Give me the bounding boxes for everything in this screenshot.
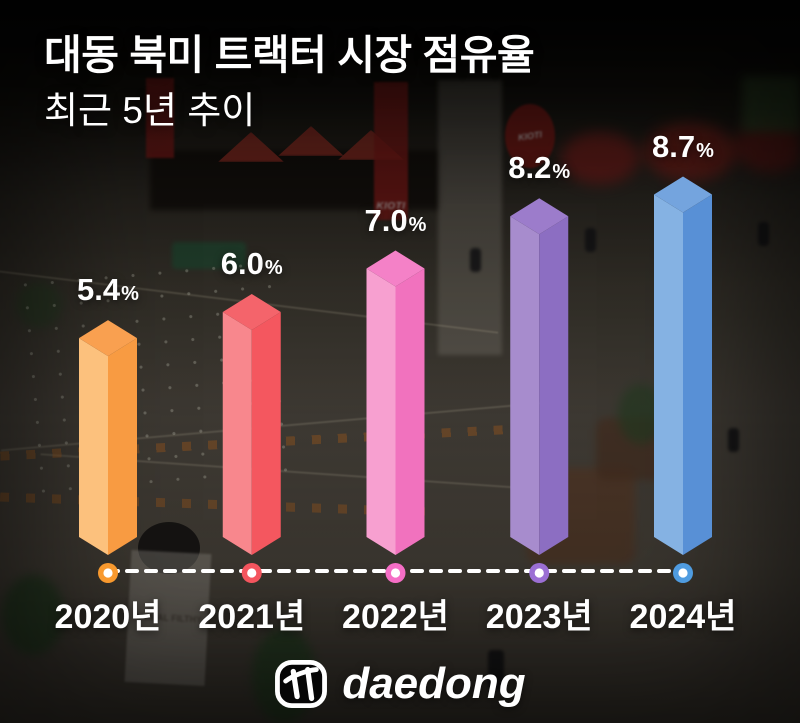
logo-wordmark: daedong	[342, 659, 526, 708]
page-subtitle: 최근 5년 추이	[44, 90, 256, 132]
category-label-2023년: 2023년	[485, 598, 593, 636]
value-label-2023년: 8.2%	[508, 150, 571, 186]
value-label-2024년: 8.7%	[652, 128, 714, 164]
category-label-2024년: 2024년	[629, 598, 737, 636]
value-label-2022년: 7.0%	[364, 202, 427, 238]
category-label-2020년: 2020년	[54, 598, 162, 636]
header: 대동 북미 트랙터 시장 점유율 최근 5년 추이	[44, 30, 535, 132]
daedong-emblem-icon	[275, 659, 328, 709]
daedong-logo: daedong	[0, 659, 800, 709]
value-label-2020년: 5.4%	[77, 272, 139, 308]
page-title: 대동 북미 트랙터 시장 점유율	[44, 32, 535, 78]
category-label-2022년: 2022년	[342, 598, 449, 636]
value-label-2021년: 6.0%	[220, 246, 283, 281]
category-label-2021년: 2021년	[198, 598, 306, 636]
